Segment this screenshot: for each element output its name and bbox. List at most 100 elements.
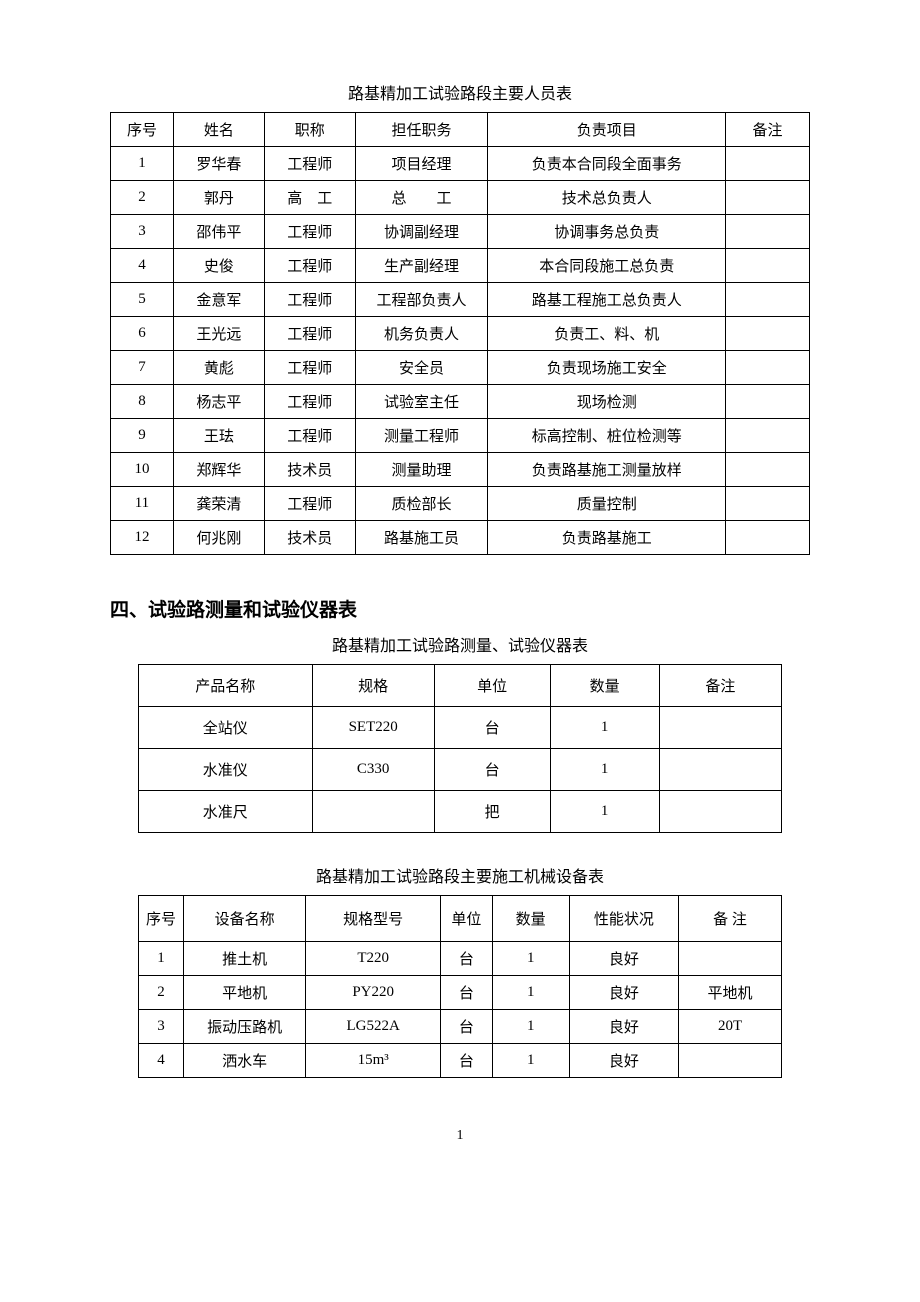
personnel-col-header: 职称	[264, 113, 355, 147]
personnel-cell: 郭丹	[173, 181, 264, 215]
personnel-table: 序号姓名职称担任职务负责项目备注 1罗华春工程师项目经理负责本合同段全面事务2郭…	[110, 112, 810, 555]
personnel-cell: 6	[111, 317, 174, 351]
machinery-cell	[679, 942, 782, 976]
personnel-cell	[726, 215, 810, 249]
personnel-cell	[726, 453, 810, 487]
machinery-cell: 1	[492, 942, 569, 976]
machinery-col-header: 数量	[492, 896, 569, 942]
machinery-col-header: 规格型号	[306, 896, 441, 942]
table-row: 4史俊工程师生产副经理本合同段施工总负责	[111, 249, 810, 283]
personnel-cell: 7	[111, 351, 174, 385]
instruments-col-header: 规格	[312, 665, 434, 707]
personnel-cell: 12	[111, 521, 174, 555]
personnel-cell: 史俊	[173, 249, 264, 283]
table-row: 10郑辉华技术员测量助理负责路基施工测量放样	[111, 453, 810, 487]
machinery-cell: LG522A	[306, 1010, 441, 1044]
machinery-cell: 1	[492, 1044, 569, 1078]
machinery-cell: 良好	[569, 976, 678, 1010]
personnel-col-header: 序号	[111, 113, 174, 147]
personnel-cell: 王珐	[173, 419, 264, 453]
personnel-cell: 工程部负责人	[355, 283, 488, 317]
machinery-cell: 良好	[569, 1044, 678, 1078]
personnel-cell: 4	[111, 249, 174, 283]
personnel-cell	[726, 317, 810, 351]
personnel-cell	[726, 147, 810, 181]
machinery-cell: 20T	[679, 1010, 782, 1044]
personnel-cell: 11	[111, 487, 174, 521]
instruments-cell	[312, 791, 434, 833]
personnel-cell: 何兆刚	[173, 521, 264, 555]
table-row: 2郭丹高 工总 工技术总负责人	[111, 181, 810, 215]
table-row: 水准尺 把1	[139, 791, 782, 833]
personnel-cell	[726, 385, 810, 419]
instruments-cell: 台	[434, 749, 550, 791]
personnel-cell: 9	[111, 419, 174, 453]
machinery-col-header: 性能状况	[569, 896, 678, 942]
machinery-cell: PY220	[306, 976, 441, 1010]
personnel-cell: 工程师	[264, 419, 355, 453]
machinery-col-header: 设备名称	[184, 896, 306, 942]
personnel-cell: 工程师	[264, 215, 355, 249]
personnel-cell: 金意军	[173, 283, 264, 317]
personnel-cell: 技术总负责人	[488, 181, 726, 215]
personnel-cell	[726, 487, 810, 521]
personnel-cell: 郑辉华	[173, 453, 264, 487]
machinery-cell: 台	[441, 976, 492, 1010]
instruments-cell: 1	[550, 791, 659, 833]
instruments-cell	[659, 749, 781, 791]
instruments-cell: 1	[550, 749, 659, 791]
personnel-cell: 5	[111, 283, 174, 317]
instruments-cell: SET220	[312, 707, 434, 749]
personnel-cell	[726, 249, 810, 283]
machinery-cell: 1	[492, 976, 569, 1010]
machinery-cell: 台	[441, 942, 492, 976]
personnel-col-header: 负责项目	[488, 113, 726, 147]
instruments-table-caption: 路基精加工试验路测量、试验仪器表	[110, 632, 810, 656]
personnel-cell	[726, 521, 810, 555]
instruments-cell: 台	[434, 707, 550, 749]
machinery-cell: 平地机	[184, 976, 306, 1010]
instruments-cell: 水准尺	[139, 791, 313, 833]
machinery-cell: 良好	[569, 1010, 678, 1044]
personnel-cell: 质检部长	[355, 487, 488, 521]
machinery-table-caption: 路基精加工试验路段主要施工机械设备表	[110, 863, 810, 887]
machinery-cell: 良好	[569, 942, 678, 976]
personnel-cell: 生产副经理	[355, 249, 488, 283]
table-row: 3振动压路机LG522A台1良好20T	[139, 1010, 782, 1044]
table-row: 6王光远工程师机务负责人负责工、料、机	[111, 317, 810, 351]
personnel-col-header: 姓名	[173, 113, 264, 147]
table-row: 12何兆刚技术员路基施工员负责路基施工	[111, 521, 810, 555]
personnel-cell: 路基工程施工总负责人	[488, 283, 726, 317]
personnel-cell: 路基施工员	[355, 521, 488, 555]
instruments-col-header: 备注	[659, 665, 781, 707]
personnel-cell	[726, 419, 810, 453]
machinery-col-header: 序号	[139, 896, 184, 942]
table-row: 7黄彪工程师安全员负责现场施工安全	[111, 351, 810, 385]
table-row: 5金意军工程师工程部负责人路基工程施工总负责人	[111, 283, 810, 317]
personnel-cell: 王光远	[173, 317, 264, 351]
instruments-cell	[659, 707, 781, 749]
personnel-cell: 技术员	[264, 521, 355, 555]
personnel-cell: 工程师	[264, 385, 355, 419]
page-number: 1	[110, 1128, 810, 1144]
personnel-cell: 技术员	[264, 453, 355, 487]
machinery-cell: 台	[441, 1010, 492, 1044]
machinery-cell: 洒水车	[184, 1044, 306, 1078]
table-row: 11龚荣清工程师质检部长质量控制	[111, 487, 810, 521]
personnel-cell: 测量工程师	[355, 419, 488, 453]
personnel-cell: 标高控制、桩位检测等	[488, 419, 726, 453]
machinery-cell: 1	[139, 942, 184, 976]
table-row: 4洒水车15m³台1良好	[139, 1044, 782, 1078]
personnel-cell: 工程师	[264, 283, 355, 317]
instruments-col-header: 单位	[434, 665, 550, 707]
personnel-cell: 协调事务总负责	[488, 215, 726, 249]
table-row: 2平地机PY220台1良好平地机	[139, 976, 782, 1010]
instruments-cell: 把	[434, 791, 550, 833]
personnel-table-caption: 路基精加工试验路段主要人员表	[110, 80, 810, 104]
personnel-cell: 负责工、料、机	[488, 317, 726, 351]
machinery-col-header: 单位	[441, 896, 492, 942]
instruments-cell: 1	[550, 707, 659, 749]
machinery-cell	[679, 1044, 782, 1078]
machinery-cell: T220	[306, 942, 441, 976]
personnel-cell: 试验室主任	[355, 385, 488, 419]
